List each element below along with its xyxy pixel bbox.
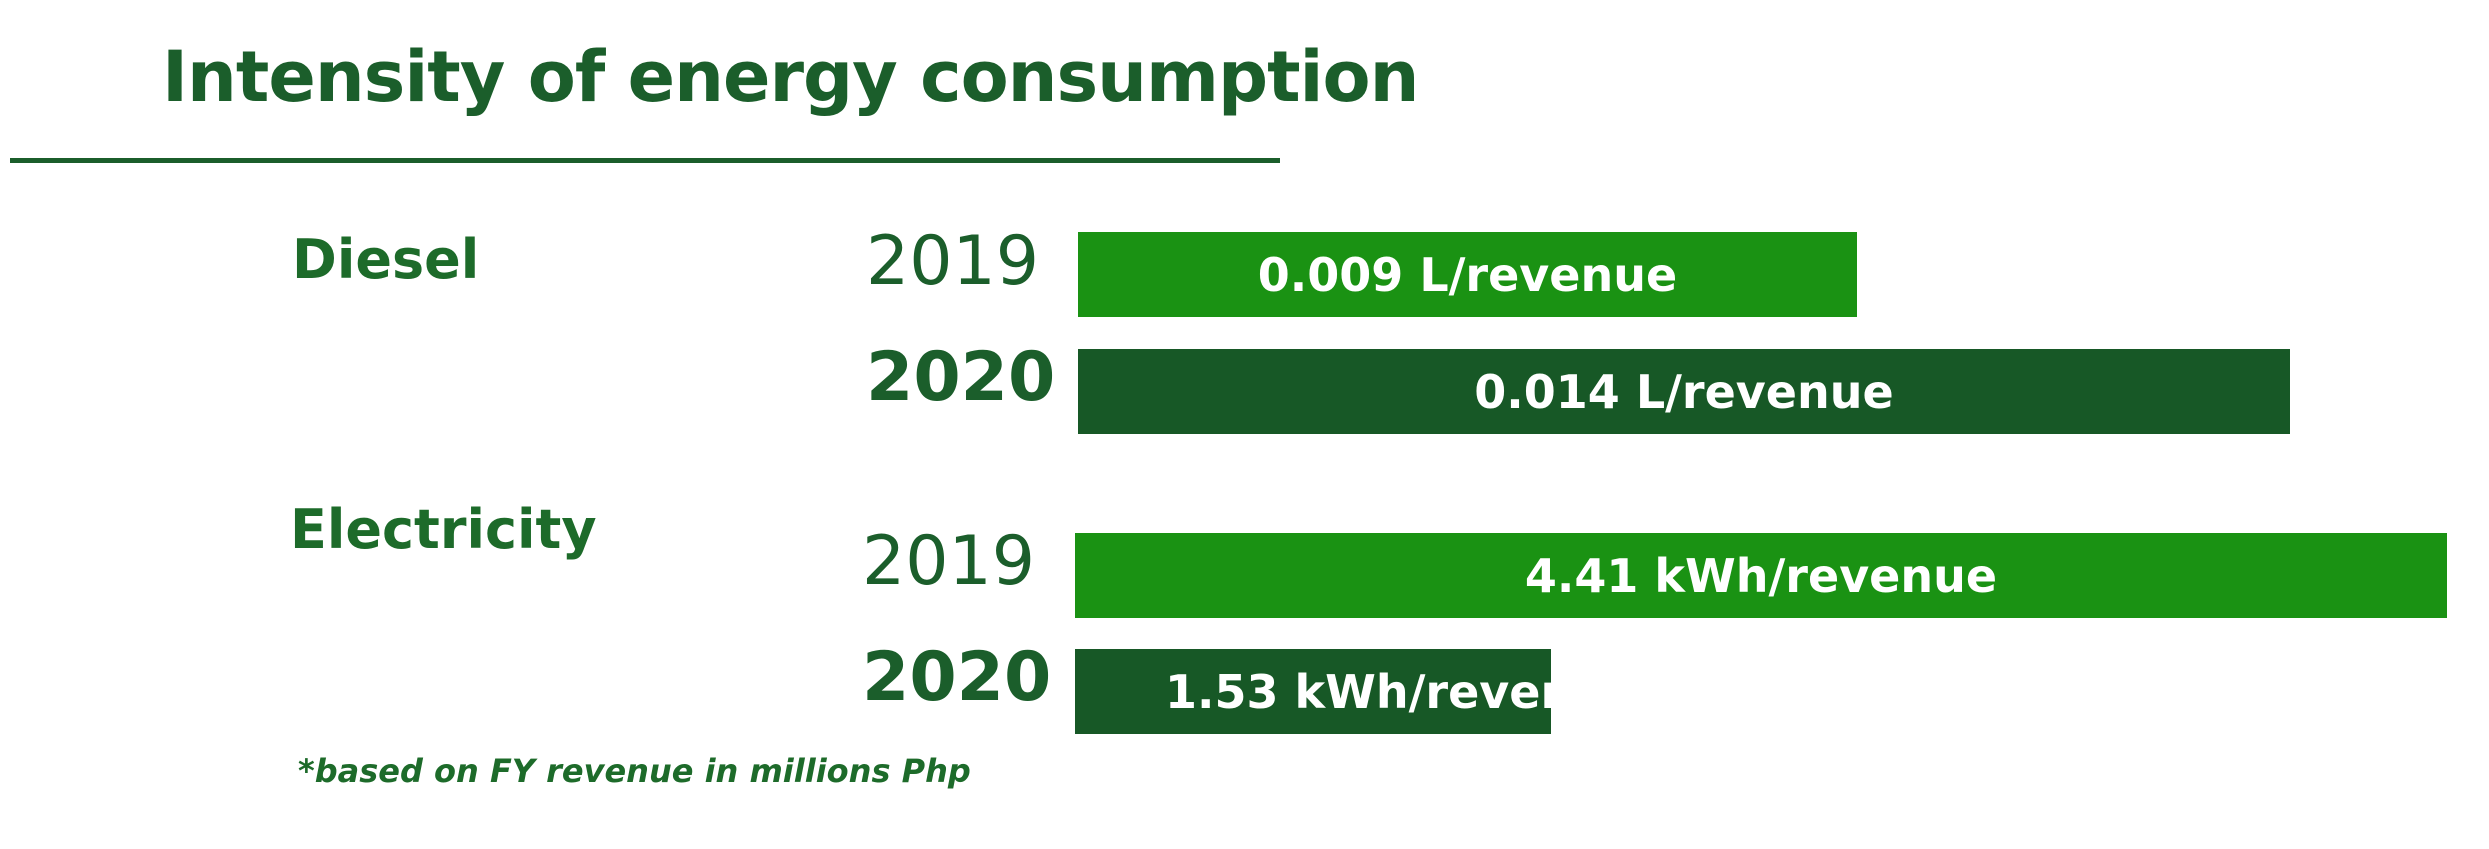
group-label-diesel: Diesel xyxy=(292,228,480,291)
year-label-electricity-2020: 2020 xyxy=(862,638,1052,717)
bar-diesel-2019: 0.009 L/revenue xyxy=(1078,232,1857,317)
bar-label-diesel-2019: 0.009 L/revenue xyxy=(1257,247,1678,302)
footnote: *based on FY revenue in millions Php xyxy=(298,752,971,790)
bar-diesel-2020: 0.014 L/revenue xyxy=(1078,349,2290,434)
year-label-diesel-2019: 2019 xyxy=(866,222,1040,301)
group-label-electricity: Electricity xyxy=(290,498,597,561)
year-label-electricity-2019: 2019 xyxy=(862,522,1036,601)
bar-label-electricity-2020: 1.53 kWh/revenue xyxy=(1165,664,1638,719)
chart-title: Intensity of energy consumption xyxy=(162,36,1419,118)
bar-electricity-2020: 1.53 kWh/revenue xyxy=(1075,649,1637,734)
bar-electricity-2019: 4.41 kWh/revenue xyxy=(1075,533,2447,618)
title-underline xyxy=(10,158,1280,163)
year-label-diesel-2020: 2020 xyxy=(866,338,1056,417)
bar-label-diesel-2020: 0.014 L/revenue xyxy=(1474,364,1894,419)
bar-label-electricity-2019: 4.41 kWh/revenue xyxy=(1524,548,1998,603)
